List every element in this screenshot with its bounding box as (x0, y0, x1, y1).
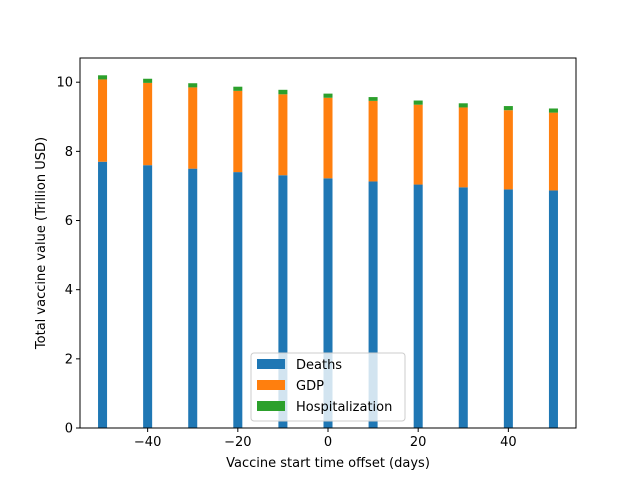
bar-gdp-6 (368, 100, 378, 182)
legend-label-hospitalization: Hospitalization (296, 400, 392, 415)
bar-deaths-10 (548, 190, 558, 428)
legend-swatch-gdp (257, 380, 285, 390)
bar-hospitalization-2 (188, 83, 198, 88)
x-axis-label: Vaccine start time offset (days) (226, 456, 430, 471)
bar-hospitalization-5 (323, 93, 333, 98)
bar-deaths-7 (413, 184, 423, 428)
bar-hospitalization-4 (278, 89, 288, 95)
y-tick-label: 4 (65, 283, 73, 298)
x-tick-label: 40 (500, 435, 517, 450)
bar-hospitalization-0 (98, 75, 108, 80)
bar-deaths-3 (233, 172, 243, 428)
y-ticks: 0 2 4 6 8 10 (56, 76, 80, 437)
y-tick-label: 10 (56, 76, 73, 91)
bar-deaths-6 (368, 181, 378, 428)
y-axis-label: Total vaccine value (Trillion USD) (34, 137, 49, 350)
bar-deaths-5 (323, 178, 333, 428)
x-tick-label: 20 (410, 435, 427, 450)
bar-gdp-5 (323, 97, 333, 179)
bar-hospitalization-1 (143, 78, 153, 83)
bar-deaths-2 (188, 168, 198, 428)
bar-gdp-4 (278, 94, 288, 176)
bar-gdp-3 (233, 90, 243, 173)
bar-hospitalization-7 (413, 100, 423, 105)
bar-gdp-10 (548, 112, 558, 191)
bar-deaths-8 (458, 187, 468, 428)
bar-deaths-9 (503, 189, 513, 428)
bar-deaths-4 (278, 175, 288, 428)
bar-deaths-0 (98, 161, 108, 428)
y-tick-label: 0 (65, 422, 73, 437)
legend-swatch-deaths (257, 359, 285, 369)
bars-group (98, 75, 558, 428)
legend-label-deaths: Deaths (296, 358, 342, 373)
bar-hospitalization-9 (503, 106, 513, 111)
bar-gdp-1 (143, 82, 153, 166)
bar-gdp-9 (503, 110, 513, 190)
y-tick-label: 2 (65, 352, 73, 367)
legend: Deaths GDP Hospitalization (250, 352, 406, 422)
x-tick-label: 0 (324, 435, 332, 450)
bar-hospitalization-10 (548, 108, 558, 113)
bar-gdp-0 (98, 79, 108, 162)
bar-deaths-1 (143, 165, 153, 428)
legend-frame (250, 352, 406, 422)
x-ticks: −40 −20 0 20 40 (134, 428, 517, 450)
legend-label-gdp: GDP (296, 379, 324, 394)
bar-hospitalization-6 (368, 97, 378, 101)
bar-gdp-2 (188, 87, 198, 169)
x-tick-label: −20 (224, 435, 251, 450)
x-tick-label: −40 (134, 435, 161, 450)
bar-gdp-8 (458, 107, 468, 188)
legend-swatch-hospitalization (257, 401, 285, 411)
y-tick-label: 8 (65, 145, 73, 160)
bar-gdp-7 (413, 104, 423, 185)
y-tick-label: 6 (65, 214, 73, 229)
bar-hospitalization-8 (458, 103, 468, 108)
bar-hospitalization-3 (233, 86, 243, 91)
